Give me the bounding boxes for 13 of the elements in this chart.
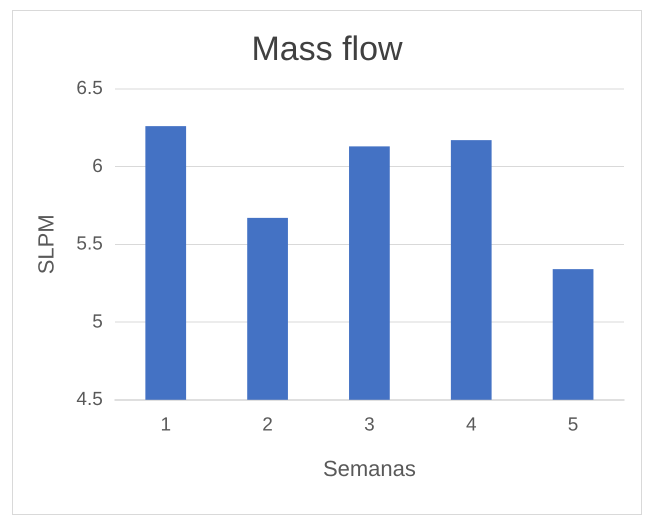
x-axis-title: Semanas xyxy=(322,456,416,481)
y-tick-label: 5 xyxy=(92,311,103,332)
x-tick-label: 1 xyxy=(160,414,172,436)
x-tick-label: 2 xyxy=(262,414,273,436)
chart-title: Mass flow xyxy=(251,30,404,68)
x-tick-label: 5 xyxy=(568,414,578,436)
y-tick-label: 5.5 xyxy=(76,234,103,255)
y-tick-label: 6 xyxy=(92,156,103,177)
y-tick-label: 4.5 xyxy=(76,389,103,410)
x-tick-label: 3 xyxy=(364,414,375,436)
x-tick-label: 4 xyxy=(466,414,477,436)
y-axis-title: SLPM xyxy=(33,214,58,274)
y-tick-label: 6.5 xyxy=(76,78,103,100)
